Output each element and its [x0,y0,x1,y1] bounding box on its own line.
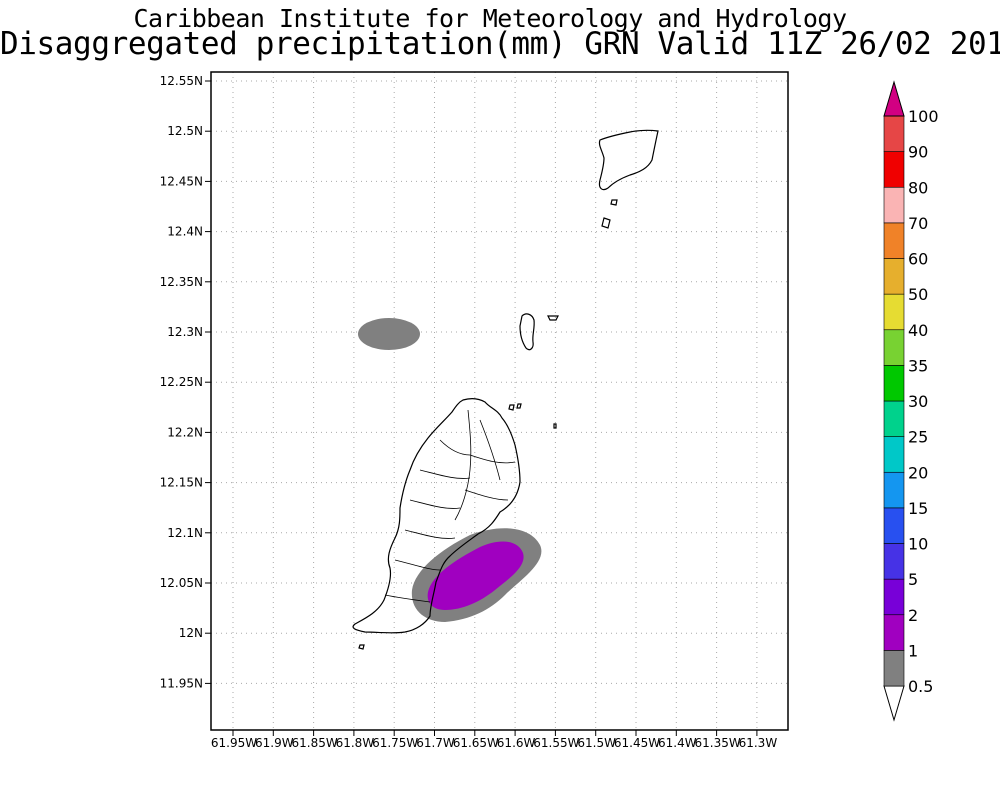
legend-swatch [883,293,905,331]
island-grenada [352,398,521,634]
islets-mid [519,313,559,351]
lat-tick-label: 12.4N [167,225,203,239]
coastlines [352,129,659,650]
lat-tick-label: 12.1N [167,526,203,540]
legend-swatch [883,436,905,473]
precip-area-purple-south [427,541,524,610]
legend-swatch [883,400,905,437]
map-background [211,72,788,730]
legend-swatch [883,614,905,651]
lon-tick-label: 61.7W [416,736,455,750]
islet-southwest [358,644,365,650]
precip-area-gray-north [358,318,420,350]
lon-tick-label: 61.9W [255,736,294,750]
islets-small [508,403,557,429]
lat-tick-label: 12.15N [160,476,203,490]
title-line-1: Caribbean Institute for Meteorology and … [133,4,847,33]
lon-tick-label: 61.85W [291,736,337,750]
lon-tick-label: 61.65W [453,736,499,750]
lon-tick-label: 61.35W [694,736,740,750]
lat-tick-label: 11.95N [160,676,203,690]
legend-label: 1 [908,641,918,660]
legend-label: 2 [908,606,918,625]
legend-label: 10 [908,535,928,554]
legend-label: 20 [908,463,928,482]
lon-tick-label: 61.4W [658,736,697,750]
legend-swatch [883,115,905,152]
legend-swatch [883,543,905,580]
legend-label: 100 [908,107,939,126]
legend-label: 5 [908,570,918,589]
legend-swatch [883,151,905,188]
islets-north [601,199,618,229]
title-line-2: Disaggregated precipitation(mm) GRN Vali… [0,26,1000,62]
legend-label: 90 [908,143,928,162]
latitude-labels: 12.55N 12.5N 12.45N 12.4N 12.35N 12.3N 12.25N 1… [160,74,203,690]
legend-swatch [883,365,905,402]
island-carriacou [598,129,659,191]
legend-label: 15 [908,499,928,518]
legend-label: 35 [908,356,928,375]
legend-swatch [883,507,905,544]
legend-label: 30 [908,392,928,411]
lon-tick-label: 61.5W [577,736,616,750]
parish-boundaries-grenada [384,409,516,603]
legend-tri-top [883,80,905,117]
legend-label: 70 [908,214,928,233]
legend-label: 50 [908,285,928,304]
legend-label: 60 [908,250,928,269]
legend-swatch [883,186,905,224]
lon-tick-label: 61.55W [533,736,579,750]
map-frame [210,71,789,731]
lat-tick-label: 12N [179,626,203,640]
lon-tick-label: 61.95W [211,736,257,750]
lat-tick-label: 12.35N [160,275,203,289]
legend-swatch [883,650,905,687]
legend-label: 25 [908,428,928,447]
legend-tri-bottom [883,685,905,722]
lat-tick-label: 12.3N [167,325,203,339]
graticule [205,72,788,736]
lon-tick-label: 61.6W [497,736,536,750]
lat-tick-label: 12.25N [160,375,203,389]
lat-tick-label: 12.5N [167,124,203,138]
lat-tick-label: 12.2N [167,425,203,439]
legend-label: 40 [908,321,928,340]
legend-swatch [883,258,905,295]
lon-tick-label: 61.8W [336,736,375,750]
legend-swatch [883,578,905,616]
lon-tick-label: 61.3W [739,736,778,750]
legend-swatch [883,471,905,509]
lon-tick-label: 61.75W [372,736,418,750]
legend-label: 0.5 [908,677,933,696]
legend-label: 80 [908,178,928,197]
lon-tick-label: 61.45W [614,736,660,750]
lat-tick-label: 12.05N [160,576,203,590]
lat-tick-label: 12.55N [160,74,203,88]
legend-swatch [883,222,905,259]
lat-tick-label: 12.45N [160,174,203,188]
legend-swatch [883,329,905,366]
precip-field [358,318,542,622]
longitude-labels: 61.95W61.9W61.85W61.8W61.75W61.7W61.65W6… [211,736,777,750]
